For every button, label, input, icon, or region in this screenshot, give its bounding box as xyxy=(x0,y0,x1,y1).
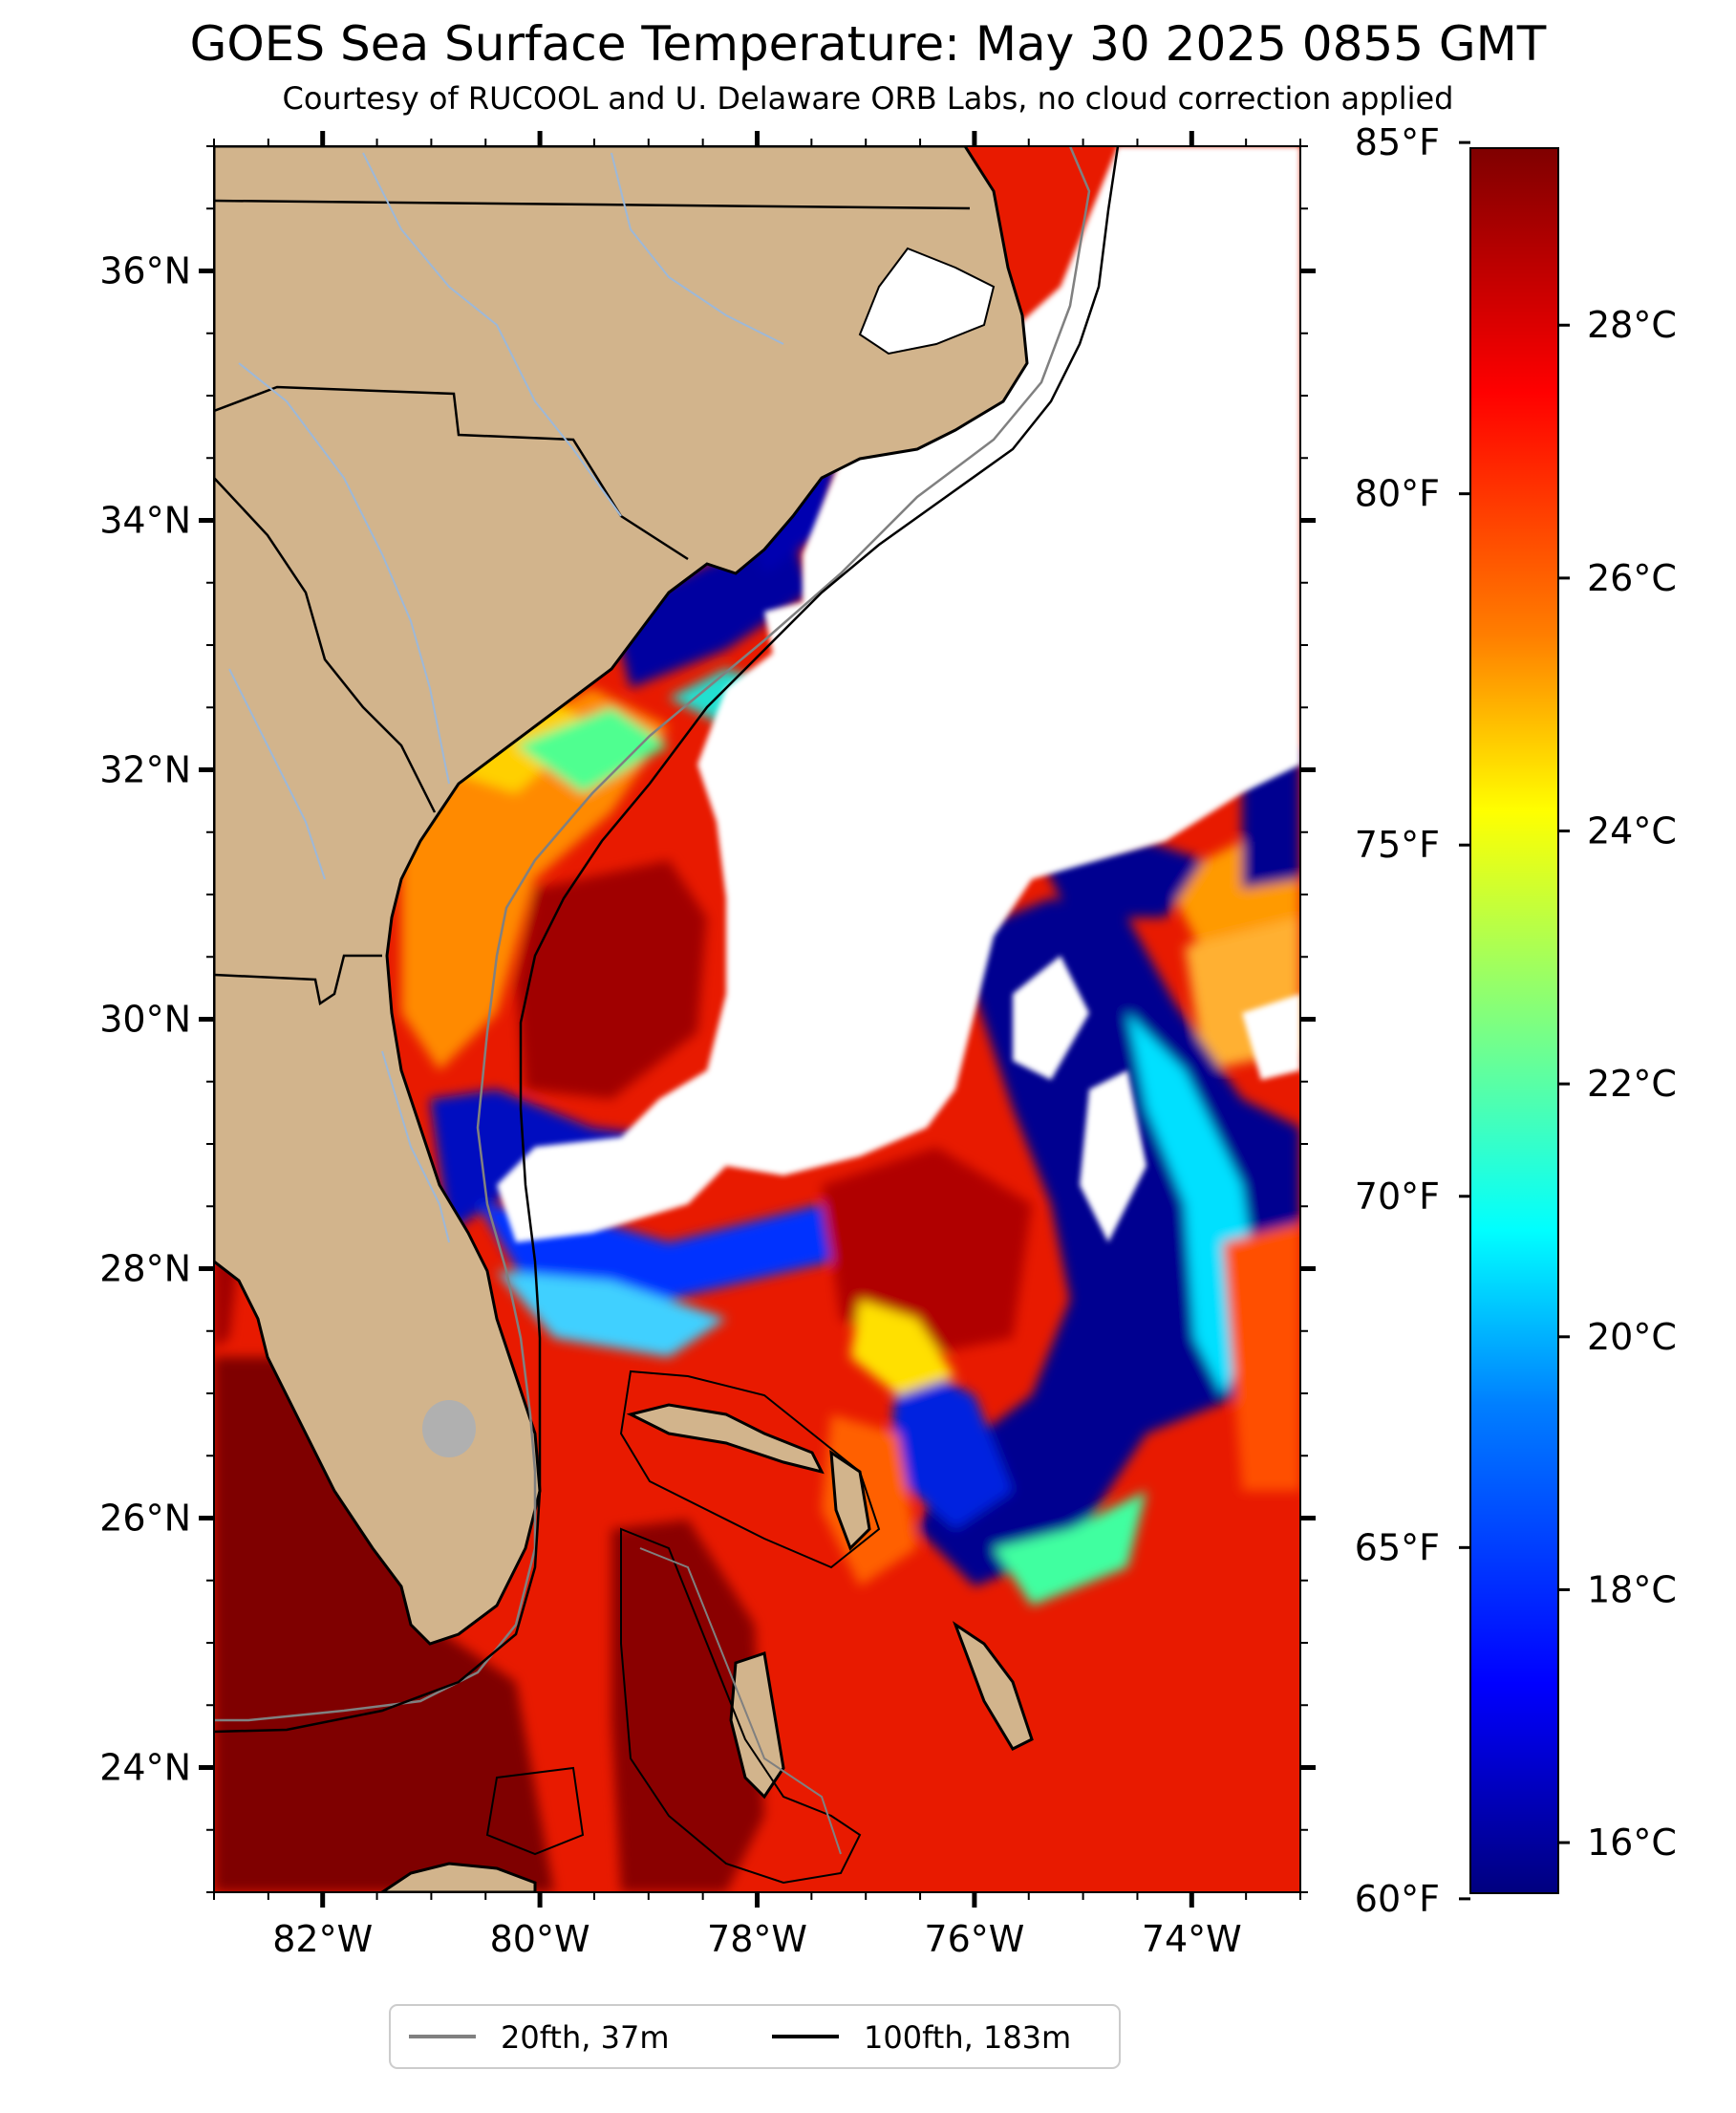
lat-tick-label: 36°N xyxy=(99,250,191,292)
celsius-tick-label: 24°C xyxy=(1587,810,1677,852)
fahrenheit-tick-label: 60°F xyxy=(1355,1878,1440,1920)
lat-tick-label: 26°N xyxy=(99,1498,191,1540)
bathymetry-contours xyxy=(214,146,1120,1885)
legend-box xyxy=(389,2004,1121,2069)
land-masses xyxy=(214,146,1034,1892)
celsius-tick-label: 28°C xyxy=(1587,304,1677,346)
lat-tick-label: 34°N xyxy=(99,500,191,542)
celsius-tick-label: 20°C xyxy=(1587,1316,1677,1358)
latitude-axis: 24°N 26°N 28°N 30°N 32°N 34°N 36°N xyxy=(99,145,1316,1893)
lon-tick-label: 78°W xyxy=(707,1918,807,1960)
contour-100fth xyxy=(214,146,1120,1734)
contour-20fth xyxy=(214,146,1091,1722)
cloud-mask xyxy=(497,146,1300,1242)
celsius-tick-label: 18°C xyxy=(1587,1568,1677,1610)
lat-tick-label: 30°N xyxy=(99,999,191,1041)
map-area xyxy=(214,146,1300,1892)
legend-label-100fth: 100fth, 183m xyxy=(864,2019,1071,2056)
grand-bahama xyxy=(626,1403,825,1475)
mainland xyxy=(214,146,1029,1646)
colorbar-celsius-axis: 16°C 18°C 20°C 22°C 24°C 26°C 28°C xyxy=(1558,304,1677,1864)
eleuthera-island xyxy=(952,1621,1034,1751)
cuba-land xyxy=(379,1862,537,1892)
colorbar-fahrenheit-axis: 60°F 65°F 70°F 75°F 80°F 85°F xyxy=(1355,121,1470,1920)
celsius-tick-label: 26°C xyxy=(1587,557,1677,599)
colorbar: 16°C 18°C 20°C 22°C 24°C 26°C 28°C 60°F 65°F 70°… xyxy=(1355,121,1677,1920)
lon-tick-label: 74°W xyxy=(1142,1918,1242,1960)
legend-label-20fth: 20fth, 37m xyxy=(501,2019,669,2056)
lat-tick-label: 32°N xyxy=(99,749,191,791)
lon-tick-label: 80°W xyxy=(490,1918,590,1960)
lat-tick-label: 24°N xyxy=(99,1747,191,1789)
fahrenheit-tick-label: 65°F xyxy=(1355,1526,1440,1568)
fahrenheit-tick-label: 70°F xyxy=(1355,1175,1440,1218)
rivers xyxy=(228,152,784,1243)
fahrenheit-tick-label: 80°F xyxy=(1355,473,1440,515)
celsius-tick-label: 22°C xyxy=(1587,1063,1677,1105)
lake-okeechobee xyxy=(422,1400,476,1457)
fahrenheit-tick-label: 75°F xyxy=(1355,824,1440,866)
map-subtitle: Courtesy of RUCOOL and U. Delaware ORB L… xyxy=(282,80,1454,117)
map-title: GOES Sea Surface Temperature: May 30 202… xyxy=(189,16,1547,72)
lon-tick-label: 76°W xyxy=(924,1918,1024,1960)
celsius-tick-label: 16°C xyxy=(1587,1822,1677,1864)
legend: 20fth, 37m 100fth, 183m xyxy=(389,2004,1121,2069)
fahrenheit-tick-label: 85°F xyxy=(1355,121,1440,163)
longitude-axis: 82°W 80°W 78°W 76°W 74°W xyxy=(213,131,1301,1960)
pamlico-sound xyxy=(858,247,996,356)
lon-tick-label: 82°W xyxy=(272,1918,373,1960)
lat-tick-label: 28°N xyxy=(99,1248,191,1290)
colorbar-gradient xyxy=(1469,147,1559,1894)
